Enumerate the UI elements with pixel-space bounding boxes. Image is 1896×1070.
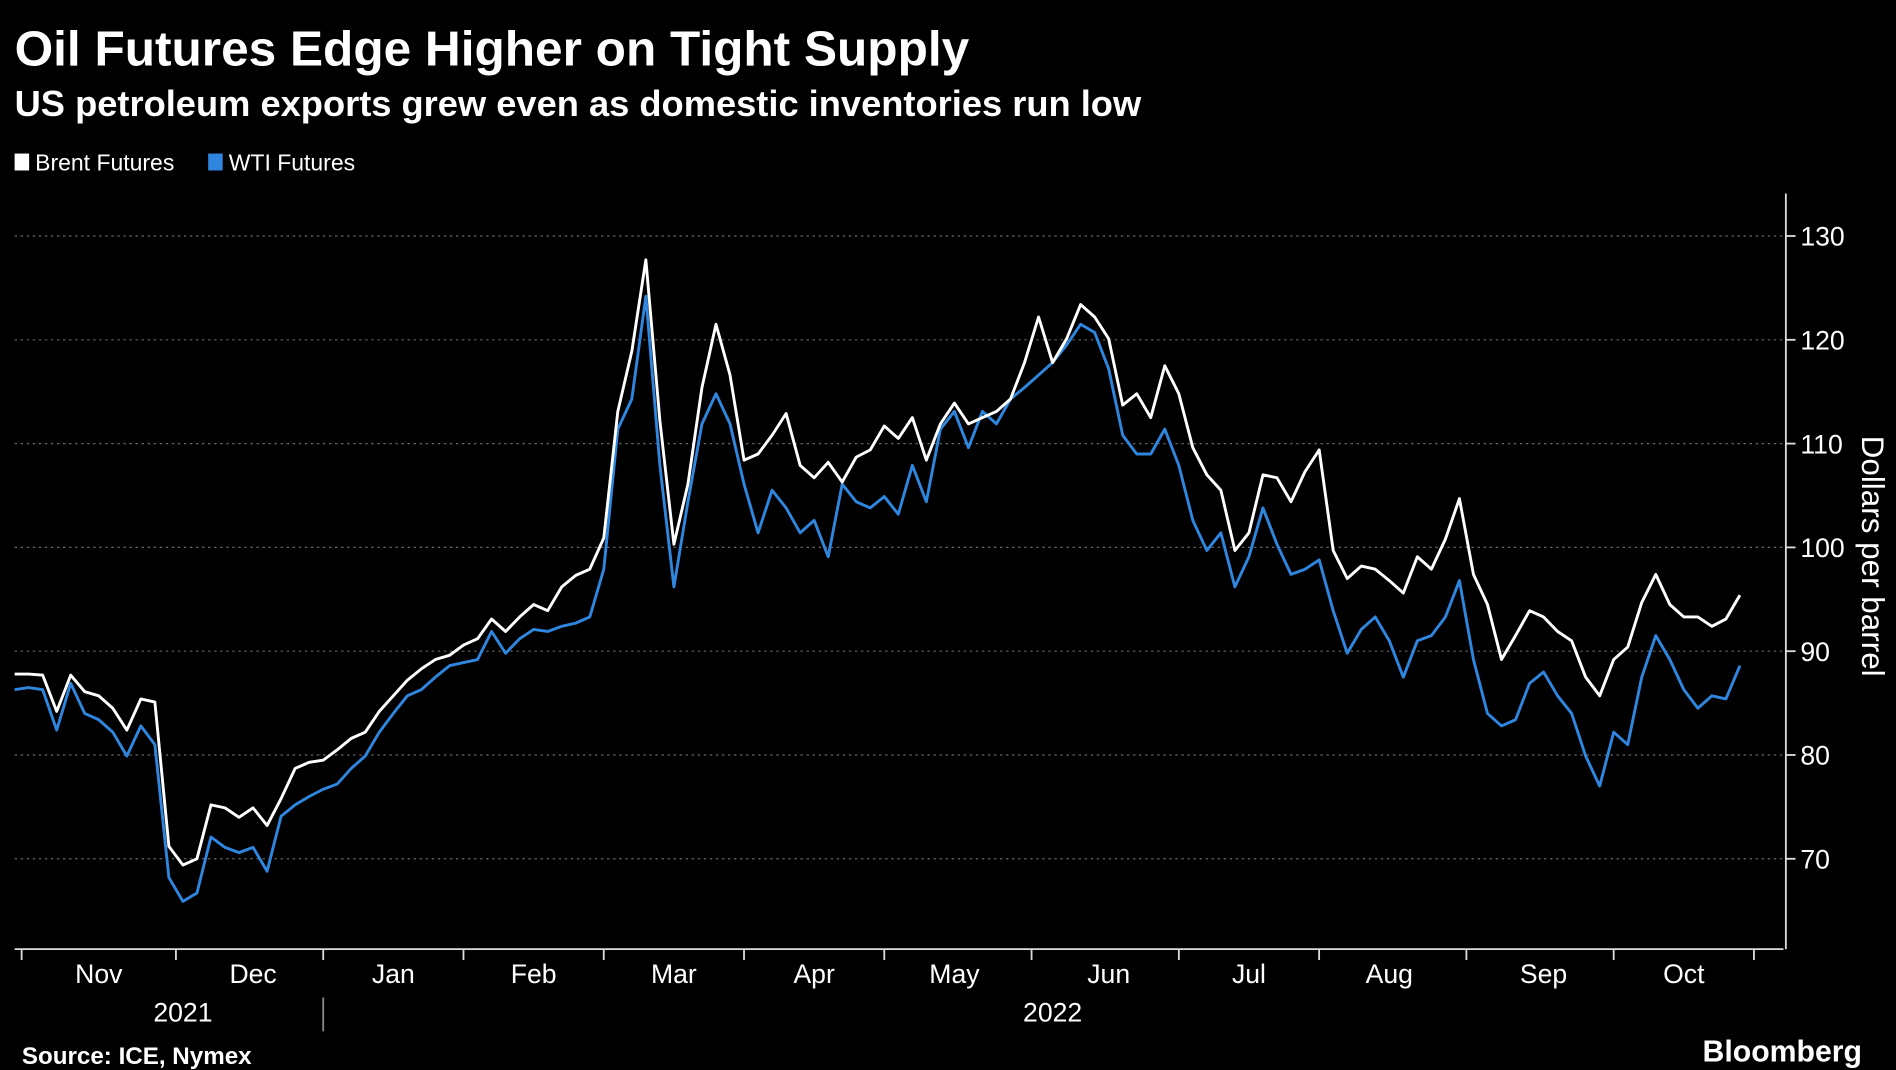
x-tick-label: Oct: [1663, 959, 1705, 989]
source: Source: ICE, Nymex: [22, 1043, 252, 1070]
year-label: 2022: [1023, 998, 1082, 1028]
x-tick-label: Dec: [229, 959, 276, 989]
y-tick-label: 70: [1800, 844, 1830, 874]
x-tick-label: Sep: [1520, 959, 1567, 989]
y-tick-label: 80: [1800, 741, 1830, 771]
x-tick-label: Jun: [1087, 959, 1130, 989]
y-tick-label: 120: [1800, 325, 1844, 355]
legend-label: Brent Futures: [35, 149, 174, 175]
x-tick-label: Aug: [1366, 959, 1413, 989]
chart-title: Oil Futures Edge Higher on Tight Supply: [15, 20, 970, 76]
x-tick-label: Feb: [511, 959, 557, 989]
series-line: [14, 258, 1742, 867]
x-tick-label: Jul: [1232, 959, 1266, 989]
y-tick-label: 130: [1800, 222, 1844, 252]
x-tick-label: Apr: [793, 959, 835, 989]
series-line: [14, 294, 1742, 903]
y-tick-label: 110: [1800, 429, 1842, 459]
y-tick-label: 100: [1800, 533, 1844, 563]
x-tick-label: May: [929, 959, 980, 989]
year-label: 2021: [153, 998, 212, 1028]
legend-swatch: [14, 153, 30, 171]
x-tick-label: Jan: [372, 959, 415, 989]
chart-subtitle: US petroleum exports grew even as domest…: [15, 83, 1142, 124]
legend-swatch: [208, 153, 223, 171]
x-tick-label: Nov: [75, 959, 123, 989]
credit: Bloomberg: [1703, 1036, 1862, 1069]
y-tick-label: 90: [1800, 637, 1830, 667]
x-tick-label: Mar: [651, 959, 697, 989]
y-axis-label: Dollars per barrel: [1855, 436, 1890, 677]
legend-label: WTI Futures: [229, 149, 355, 175]
